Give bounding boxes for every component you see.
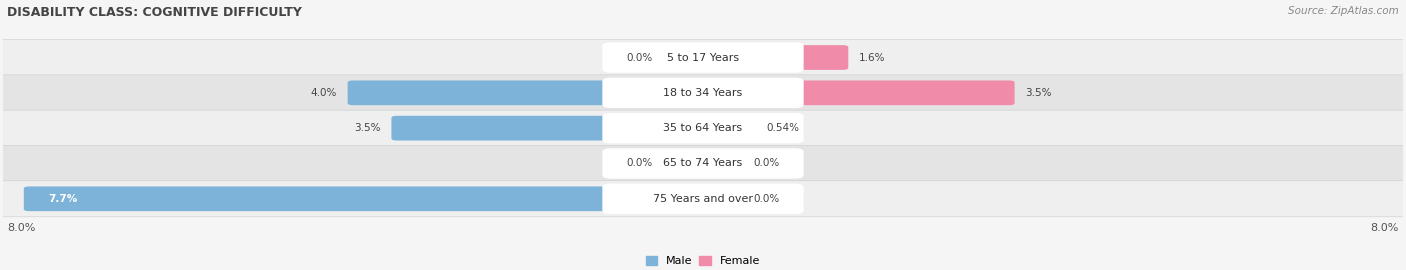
Text: 4.0%: 4.0% (311, 88, 337, 98)
FancyBboxPatch shape (700, 152, 741, 175)
Text: Source: ZipAtlas.com: Source: ZipAtlas.com (1288, 6, 1399, 16)
Text: 5 to 17 Years: 5 to 17 Years (666, 53, 740, 63)
FancyBboxPatch shape (347, 80, 709, 105)
Text: DISABILITY CLASS: COGNITIVE DIFFICULTY: DISABILITY CLASS: COGNITIVE DIFFICULTY (7, 6, 302, 19)
FancyBboxPatch shape (391, 116, 709, 140)
Text: 0.0%: 0.0% (754, 194, 780, 204)
Legend: Male, Female: Male, Female (641, 251, 765, 270)
FancyBboxPatch shape (665, 46, 706, 69)
FancyBboxPatch shape (697, 80, 1015, 105)
FancyBboxPatch shape (700, 187, 741, 210)
Text: 0.0%: 0.0% (754, 158, 780, 168)
FancyBboxPatch shape (665, 152, 706, 175)
FancyBboxPatch shape (0, 75, 1406, 111)
FancyBboxPatch shape (697, 116, 755, 140)
FancyBboxPatch shape (0, 146, 1406, 181)
Text: 75 Years and over: 75 Years and over (652, 194, 754, 204)
FancyBboxPatch shape (602, 42, 804, 73)
FancyBboxPatch shape (602, 113, 804, 143)
Text: 0.54%: 0.54% (766, 123, 799, 133)
Text: 8.0%: 8.0% (1371, 223, 1399, 233)
Text: 3.5%: 3.5% (354, 123, 381, 133)
Text: 1.6%: 1.6% (859, 53, 886, 63)
FancyBboxPatch shape (0, 39, 1406, 76)
Text: 8.0%: 8.0% (7, 223, 35, 233)
Text: 65 to 74 Years: 65 to 74 Years (664, 158, 742, 168)
FancyBboxPatch shape (697, 45, 848, 70)
FancyBboxPatch shape (602, 78, 804, 108)
FancyBboxPatch shape (602, 148, 804, 179)
FancyBboxPatch shape (602, 184, 804, 214)
FancyBboxPatch shape (0, 181, 1406, 217)
Text: 7.7%: 7.7% (48, 194, 77, 204)
Text: 0.0%: 0.0% (626, 158, 652, 168)
Text: 18 to 34 Years: 18 to 34 Years (664, 88, 742, 98)
FancyBboxPatch shape (0, 110, 1406, 146)
Text: 35 to 64 Years: 35 to 64 Years (664, 123, 742, 133)
Text: 3.5%: 3.5% (1025, 88, 1052, 98)
FancyBboxPatch shape (24, 186, 709, 211)
Text: 0.0%: 0.0% (626, 53, 652, 63)
